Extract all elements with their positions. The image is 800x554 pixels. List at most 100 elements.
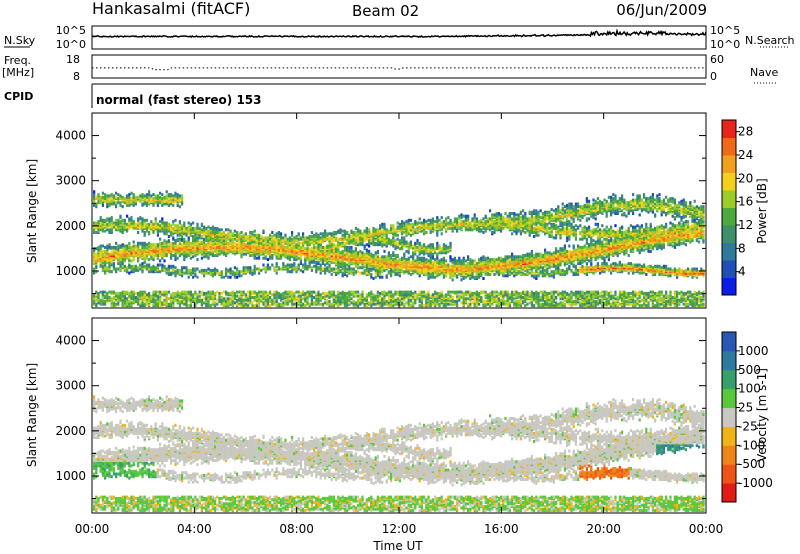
power-cell [194, 302, 197, 306]
power-cell [163, 239, 166, 243]
power-cell [434, 258, 437, 262]
power-cell [115, 201, 118, 205]
power-cell [99, 290, 102, 294]
nave-tick-top: 60 [710, 53, 724, 66]
power-cell [214, 232, 217, 236]
power-cell [222, 304, 225, 308]
power-cell [251, 273, 254, 276]
power-cell [434, 247, 437, 251]
power-cell [306, 236, 309, 240]
power-cell [93, 221, 96, 225]
power-cell [447, 263, 450, 267]
power-cell [170, 202, 173, 206]
power-cell [297, 294, 300, 298]
power-cell [108, 194, 111, 198]
power-cell [227, 241, 230, 245]
noise-left-label: N.Sky [4, 34, 36, 47]
power-cell [181, 237, 184, 241]
power-cell [374, 271, 377, 275]
power-cell [121, 218, 124, 222]
power-cell [152, 243, 155, 247]
power-cell [423, 256, 426, 260]
power-cell [447, 221, 450, 225]
power-cell [192, 267, 195, 271]
power-cell [372, 237, 375, 241]
power-cell [189, 290, 192, 294]
power-cell [231, 301, 234, 305]
power-cell [352, 249, 355, 253]
power-cell [238, 232, 241, 236]
power-cell [225, 290, 228, 294]
power-cell [108, 203, 111, 207]
power-cell [172, 298, 175, 302]
power-cell [97, 291, 100, 295]
power-cell [198, 294, 201, 298]
power-cell [409, 293, 412, 297]
power-cell [161, 220, 164, 224]
power-cell [293, 239, 296, 243]
power-cell [376, 290, 379, 294]
power-cell [156, 203, 159, 207]
power-cell [110, 197, 113, 201]
power-cell [447, 216, 450, 220]
power-cell [273, 268, 276, 272]
power-cell [178, 237, 181, 241]
power-cell [425, 245, 428, 249]
power-heatmap [93, 190, 705, 308]
power-cell [372, 243, 375, 247]
power-cell [145, 218, 148, 222]
power-cell [192, 221, 195, 225]
power-cell [187, 268, 190, 272]
power-cell [194, 229, 197, 233]
power-cell [456, 297, 459, 301]
power-cell [266, 291, 269, 295]
power-cell [427, 297, 430, 301]
power-cell [282, 239, 285, 243]
power-cell [317, 247, 320, 251]
power-cell [467, 290, 470, 294]
power-cell [236, 233, 239, 237]
freq-trace [92, 67, 706, 71]
power-cell [427, 290, 430, 294]
power-cell [194, 254, 197, 257]
power-cell [150, 197, 153, 201]
power-cell [200, 228, 203, 232]
power-cell [462, 222, 465, 226]
power-cell [130, 294, 133, 298]
power-cell [148, 247, 151, 251]
power-cell [326, 298, 329, 302]
power-cell [442, 222, 445, 226]
power-cell [264, 298, 267, 302]
power-cell [132, 248, 135, 252]
power-cell [143, 194, 146, 198]
power-cell [172, 301, 175, 305]
power-cell [174, 258, 177, 262]
power-cell [174, 291, 177, 295]
power-cell [423, 263, 426, 267]
power-cell [343, 267, 346, 271]
power-cell [332, 290, 335, 294]
power-cell [128, 291, 131, 295]
power-cell [189, 296, 192, 299]
power-cell [95, 290, 98, 294]
power-cell [110, 228, 113, 232]
power-cell [412, 251, 415, 255]
power-cell [284, 237, 287, 241]
power-cell [214, 226, 217, 230]
power-cell [123, 248, 126, 252]
power-cell [324, 301, 327, 305]
power-cell [163, 293, 166, 297]
power-cell [332, 293, 335, 297]
power-cell [185, 226, 188, 230]
power-cell [341, 274, 344, 278]
power-cell [121, 290, 124, 294]
power-cell [420, 294, 423, 298]
power-cell [172, 220, 175, 224]
power-cell [319, 232, 322, 236]
power-cell [335, 267, 338, 271]
power-cell [379, 236, 382, 240]
power-cell [236, 290, 239, 294]
power-cell [187, 304, 190, 308]
power-cell [339, 300, 342, 303]
power-cell [416, 245, 419, 249]
